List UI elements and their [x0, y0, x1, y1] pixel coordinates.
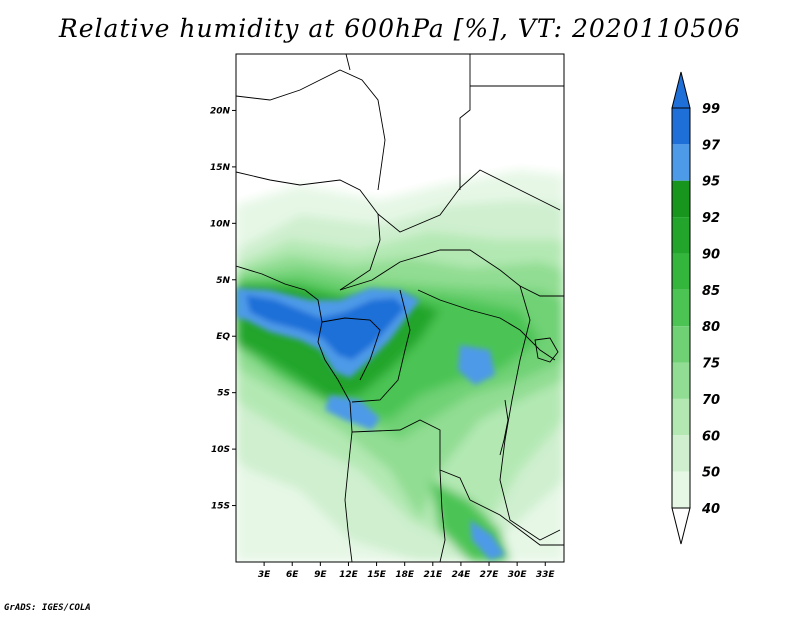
border-congo-1: [321, 317, 381, 381]
colorbar-swatch: [672, 253, 690, 290]
border-drc-2: [417, 289, 556, 361]
border-zambia: [439, 469, 446, 562]
colorbar-label: 92: [702, 211, 720, 226]
border-drc-1: [351, 289, 411, 403]
lake-tanganyika: [499, 399, 509, 456]
colorbar-label: 50: [702, 466, 720, 481]
colorbar-swatch: [672, 180, 690, 218]
lon-tick-label: 9E: [314, 570, 327, 580]
lat-tick-label: 15N: [210, 163, 231, 173]
latitude-axis: 20N 15N 10N 5N EQ 5S 10S 15S: [210, 106, 236, 512]
colorbar-swatch: [672, 362, 690, 399]
border-east: [499, 285, 561, 541]
colorbar-swatch: [672, 108, 690, 145]
colorbar-label: 95: [702, 175, 720, 190]
colorbar-label: 60: [702, 429, 720, 444]
colorbar-swatch: [672, 471, 690, 508]
rh-95-97-spot-3: [470, 520, 505, 560]
lon-tick-label: 30E: [508, 570, 528, 580]
map-frame: [235, 53, 565, 563]
humidity-field: [236, 170, 564, 562]
border-angola: [351, 419, 471, 501]
colorbar-swatch: [672, 217, 690, 254]
lat-tick-label: 10S: [211, 445, 230, 455]
lon-tick-label: 21E: [423, 570, 443, 580]
border-car: [339, 249, 564, 297]
lon-tick-label: 27E: [480, 570, 500, 580]
border-north: [236, 171, 381, 291]
colorbar-label: 85: [702, 284, 720, 299]
lon-tick-label: 18E: [395, 570, 415, 580]
lon-tick-label: 12E: [339, 570, 359, 580]
lat-tick-label: 5N: [216, 276, 230, 286]
lat-tick-label: 15S: [211, 502, 230, 512]
colorbar: 99 97 95 92 90 85 80 75 70 60 50 40: [671, 71, 721, 545]
border-sahara-2: [345, 54, 564, 190]
lon-tick-label: 3E: [258, 570, 271, 580]
rh-95-97-spot-1: [325, 395, 380, 430]
colorbar-bottom-arrow: [671, 507, 691, 545]
colorbar-label: 99: [702, 102, 720, 117]
lat-tick-label: EQ: [216, 332, 230, 342]
colorbar-label: 70: [702, 393, 720, 408]
lat-tick-label: 20N: [210, 106, 231, 116]
lake-victoria: [534, 337, 559, 363]
footer-credit: GrADS: IGES/COLA: [4, 603, 91, 613]
coastline: [236, 265, 353, 562]
colorbar-swatch: [672, 398, 690, 436]
border-sahara-1: [236, 69, 386, 191]
colorbar-top-arrow: [671, 71, 691, 109]
map-title: Relative humidity at 600hPa [%], VT: 202…: [58, 14, 742, 43]
rh-97-99-area: [246, 295, 405, 360]
lat-tick-label: 10N: [210, 219, 231, 229]
colorbar-swatch: [672, 435, 690, 472]
colorbar-label: 40: [701, 502, 720, 517]
rh-95-97-spot-2: [458, 345, 495, 385]
country-borders: [236, 54, 564, 562]
colorbar-label: 80: [702, 320, 720, 335]
lon-tick-label: 6E: [286, 570, 299, 580]
colorbar-swatch: [672, 144, 690, 181]
lat-tick-label: 5S: [217, 389, 230, 399]
colorbar-swatch: [672, 326, 690, 363]
border-southeast: [469, 499, 564, 546]
lon-tick-label: 33E: [536, 570, 556, 580]
lon-tick-label: 24E: [452, 570, 472, 580]
lon-tick-label: 15E: [367, 570, 387, 580]
colorbar-swatch: [672, 289, 690, 327]
colorbar-label: 97: [702, 138, 721, 153]
colorbar-label: 90: [702, 247, 720, 262]
longitude-axis: 3E 6E 9E 12E 15E 18E 21E 24E 27E 30E 33E: [258, 562, 556, 580]
colorbar-label: 75: [702, 357, 720, 372]
